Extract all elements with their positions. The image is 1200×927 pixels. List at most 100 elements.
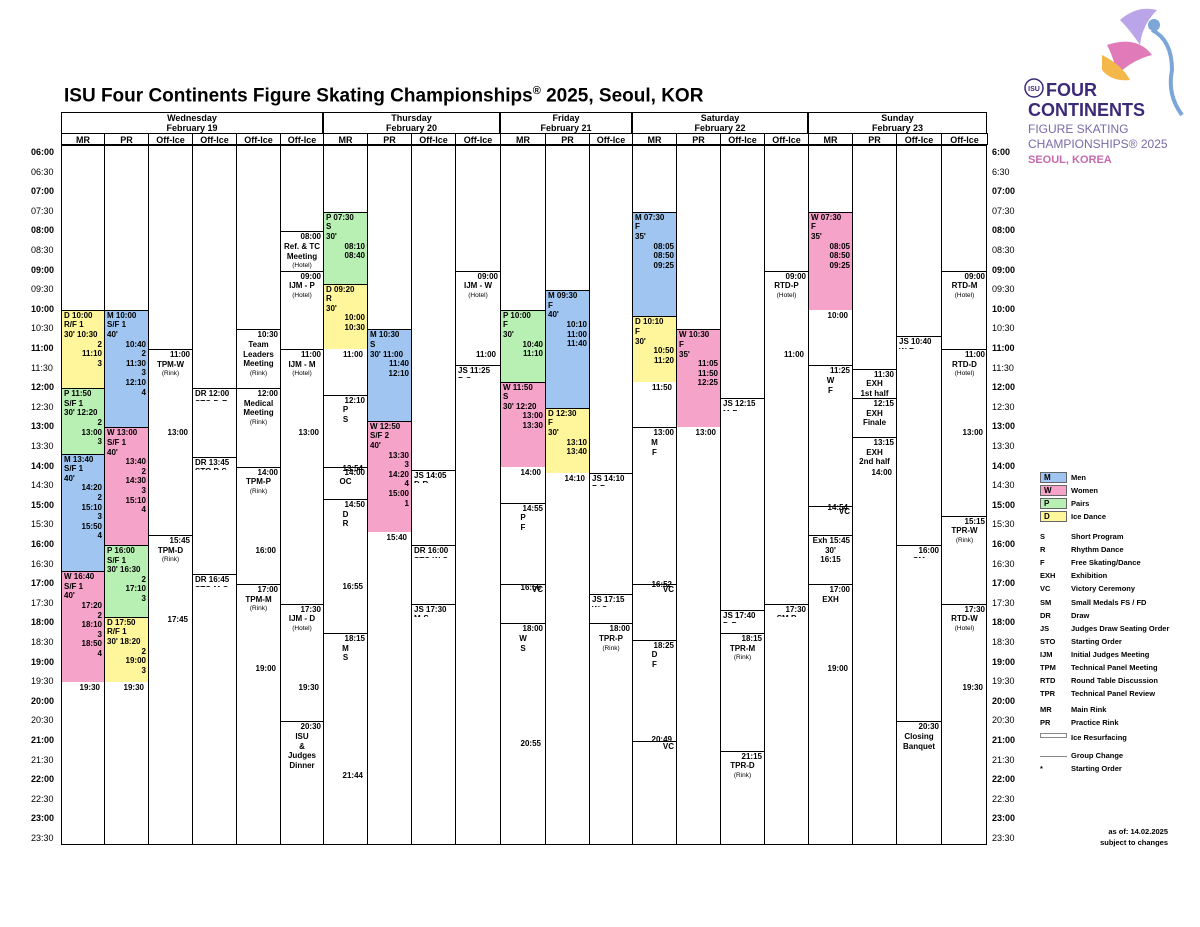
schedule-event[interactable]: D 10:10 F 30' 10:50 11:20 [633,316,676,382]
event-text: RTD-P [774,281,799,291]
schedule-event[interactable]: DR 16:45STO M-S [193,574,236,587]
schedule-event[interactable]: 18:00 TPR-P (Rink) [590,623,632,682]
event-text: 40' [548,310,559,320]
schedule-event[interactable]: 14:55 P F [501,503,545,582]
schedule-event[interactable]: P 07:30 S 30' 08:10 08:40 [324,211,367,284]
event-text: 17:30 [964,604,985,614]
schedule-event[interactable]: M 10:00 S/F 1 40' 10:40 2 11:30 3 12:10 4 [105,309,148,428]
day-date: February 21 [540,123,592,133]
legend-label: Judges Draw Seating Order [1071,623,1170,633]
schedule-event[interactable]: VC [633,741,676,754]
event-text: 16:15 [820,555,841,565]
schedule-event[interactable]: 14:50 D R [324,499,367,581]
schedule-event[interactable]: JS 14:05D-R [412,470,455,483]
schedule-event[interactable]: 17:00 TPM-M (Rink) [237,584,280,662]
schedule-event[interactable]: 17:30 RTD-W (Hotel) [942,604,987,682]
schedule-event[interactable]: W 10:30 F 35' 11:05 11:50 12:25 [677,329,720,428]
schedule-event[interactable]: 16:00SMM & D & W [897,545,941,558]
schedule-event[interactable]: P 11:50 S/F 1 30' 12:20 2 13:00 3 [62,388,104,454]
schedule-event[interactable]: P 10:00 F 30' 10:40 11:10 [501,309,545,382]
schedule-event[interactable]: 11:30 EXH 1st half [853,369,896,398]
column-header: PR [367,133,412,145]
schedule-event[interactable]: D 10:00 R/F 1 30' 10:30 2 11:10 3 [62,309,104,389]
event-text: W-F [899,347,939,349]
revision-note: as of: 14.02.2025 subject to changes [1100,826,1168,848]
event-text: Team [248,339,269,349]
schedule-event[interactable]: 17:30SM P [765,604,808,617]
schedule-event[interactable]: JS 12:15M-F [721,398,764,411]
schedule-event[interactable]: 09:00 RTD-P (Hotel) [765,271,808,349]
schedule-event[interactable]: DR 12:00STO D-R [193,388,236,401]
schedule-event[interactable]: JS 17:30M-S [412,604,455,617]
schedule-event[interactable]: 09:00 IJM - P (Hotel) [281,271,323,349]
schedule-event[interactable]: W 07:30 F 35' 08:05 08:50 09:25 [809,211,852,310]
schedule-event[interactable]: 15:15 TPR-W (Rink) [942,516,987,604]
day-name: Thursday [391,113,432,123]
schedule-event[interactable]: M 07:30 F 35' 08:05 08:50 09:25 [633,211,676,317]
event-text: 30' [548,427,559,437]
schedule-event[interactable]: 12:10 P S [324,395,367,463]
schedule-event[interactable]: 21:15 TPR-D (Rink) [721,751,764,780]
event-text: 30' [825,545,836,555]
schedule-event[interactable]: W 11:50 S 30' 12:20 13:00 13:30 [501,381,545,467]
schedule-event[interactable]: 17:30 IJM - D (Hotel) [281,604,323,682]
event-text: 08:05 [829,241,850,251]
schedule-event[interactable]: 20:30 ISU & Judges Dinner [281,721,323,780]
schedule-event[interactable]: 09:00 RTD-M (Hotel) [942,271,987,349]
event-text: 11:10 [522,349,543,359]
event-boundary [500,584,545,586]
schedule-event[interactable]: P 16:00 S/F 1 30' 16:30 2 17:10 3 [105,545,148,617]
schedule-event[interactable]: VC [501,584,545,623]
schedule-event[interactable]: 14:00 TPM-P (Rink) [237,467,280,545]
schedule-event[interactable]: W 13:00 S/F 1 40' 13:40 2 14:30 3 15:10 4 [105,427,148,545]
event-text: M [342,643,349,653]
schedule-event[interactable]: DR 16:00STO W-S [412,545,455,558]
schedule-event[interactable]: 18:25 D F [633,640,676,734]
schedule-event[interactable]: 13:15 EXH 2nd half [853,437,896,466]
schedule-event[interactable]: JS 10:40W-F [897,336,941,349]
schedule-event[interactable]: 12:00 Medical Meeting (Rink) [237,388,280,466]
schedule-event[interactable]: W 16:40 S/F 1 40' 17:20 2 18:10 3 18:50 4 [62,571,104,683]
schedule-event[interactable]: D 09:20 R 30' 10:00 10:30 [324,283,367,349]
schedule-event[interactable]: D 17:50 R/F 1 30' 18:20 2 19:00 3 [105,616,148,683]
schedule-event[interactable]: VC [633,584,676,640]
schedule-event[interactable]: JS 14:10P-F [590,473,632,486]
schedule-event[interactable]: M 10:30 S 30' 11:00 11:40 12:10 [368,329,411,421]
schedule-event[interactable]: 12:15 EXH Finale [853,398,896,437]
schedule-event[interactable]: JS 17:40D-F [721,610,764,623]
schedule-event[interactable]: 11:00 RTD-D (Hotel) [942,349,987,427]
schedule-event[interactable]: 11:00 IJM - M (Hotel) [281,349,323,427]
schedule-event[interactable]: 11:25 W F [809,365,852,502]
schedule-event[interactable]: 17:00 EXH [809,584,852,662]
schedule-event[interactable]: M 13:40 S/F 1 40' 14:20 2 15:10 3 15:50 4 [62,453,104,572]
event-text: 12:10 [125,377,146,387]
day-date: February 19 [166,123,218,133]
schedule-event[interactable]: 10:30 Team Leaders Meeting (Rink) [237,329,280,388]
schedule-event[interactable]: 08:00 Ref. & TC Meeting (Hotel) [281,231,323,270]
schedule-event[interactable]: 14:00 OC [324,467,367,500]
logo-wing-shape [1120,8,1157,45]
schedule-event[interactable]: 11:00 TPM-W (Rink) [149,349,192,427]
schedule-event[interactable]: VC [809,506,852,535]
column-header: MR [808,133,853,145]
event-text: 2nd half [859,457,890,467]
time-label-right: 22:30 [992,793,1015,804]
day-name: Friday [552,113,580,123]
schedule-event[interactable]: 18:15 M S [324,633,367,770]
schedule-event[interactable]: 09:00 IJM - W (Hotel) [456,271,500,349]
schedule-event[interactable]: DR 13:45STO P-S [193,457,236,470]
schedule-event[interactable]: W 12:50 S/F 2 40' 13:30 3 14:20 4 15:00 1 [368,420,411,532]
schedule-event[interactable]: JS 17:15W-S [590,594,632,607]
schedule-event[interactable]: 18:15 TPR-M (Rink) [721,633,764,682]
schedule-event[interactable]: Exh 15:45 30' 16:15 [809,535,852,584]
schedule-event[interactable]: JS 11:25P-S [456,365,500,378]
schedule-event[interactable]: 20:30 Closing Banquet [897,721,941,799]
event-text: M 10:30 [370,330,400,340]
column-divider [367,145,368,845]
schedule-event[interactable]: 18:00 W S [501,623,545,737]
schedule-event[interactable]: D 12:30 F 30' 13:10 13:40 [546,407,589,474]
schedule-event[interactable]: M 09:30 F 40' 10:10 11:00 11:40 [546,290,589,408]
schedule-event[interactable]: 13:00 M F [633,427,676,579]
schedule-event[interactable]: 15:45 TPM-D (Rink) [149,535,192,613]
event-boundary [500,623,545,625]
